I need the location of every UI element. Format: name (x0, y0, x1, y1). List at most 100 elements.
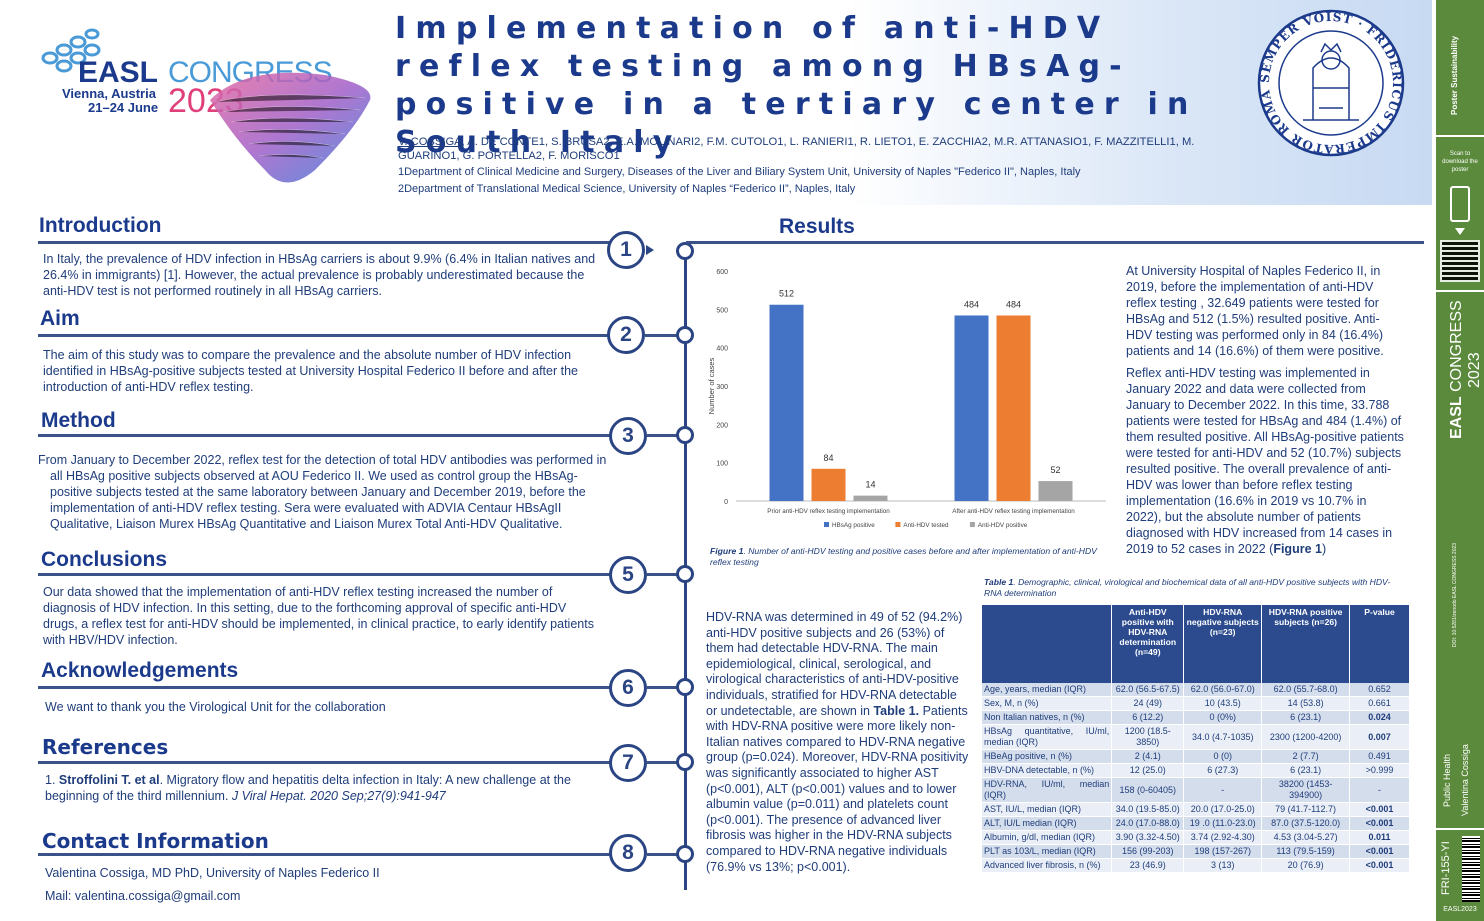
table-cell: 62.0 (56.0-67.0) (1183, 683, 1263, 697)
timeline-dot-5 (676, 565, 694, 583)
table-cell: 19 .0 (11.0-23.0) (1183, 816, 1263, 831)
table-cell: 6 (12.2) (1111, 710, 1185, 725)
table-cell: 0.011 (1349, 830, 1410, 845)
table-cell: Non Italian natives, n (%) (982, 710, 1113, 725)
logo-dates: 21–24 June (88, 100, 159, 115)
conclusions-title: Conclusions (41, 548, 168, 571)
method-rule-2 (647, 434, 677, 437)
figure-caption-label: Figure 1 (710, 546, 744, 556)
table-cell: <0.001 (1349, 816, 1410, 831)
other-authors: , A. DE CONTE1, S. BRUSA2, E.A. MOLINARI… (398, 136, 1195, 162)
acknowledgements-rule (38, 686, 610, 689)
conclusions-rule (38, 573, 610, 576)
table-cell: 87.0 (37.5-120.0) (1261, 816, 1351, 831)
table-cell: 3.74 (2.92-4.30) (1183, 830, 1263, 845)
table-cell: 79 (41.7-112.7) (1261, 802, 1351, 817)
table-row: ALT, IU/L median (IQR) 24.0 (17.0-88.0) 19… (982, 816, 1410, 831)
data-label: 14 (865, 480, 875, 490)
section-number-3: 3 (609, 417, 647, 455)
results-text-bottom: HDV-RNA was determined in 49 of 52 (94.2… (706, 610, 970, 875)
ref-author: Stroffolini T. et al (58, 773, 160, 787)
data-label: 512 (779, 289, 794, 299)
results-paragraph-2: Reflex anti-HDV testing was implemented … (1126, 365, 1404, 557)
table-cell: 62.0 (56.5-67.5) (1111, 683, 1185, 697)
table-cell: 0.491 (1349, 749, 1410, 764)
ref-journal: J Viral Hepat. 2020 Sep;27(9):941-947 (231, 789, 446, 803)
figure-1-ref: Figure 1 (1273, 542, 1322, 556)
table-body: Age, years, median (IQR) 62.0 (56.5-67.5)… (982, 683, 1410, 873)
table-cell: 0.661 (1349, 696, 1410, 711)
data-label: 52 (1050, 465, 1060, 475)
data-label: 484 (964, 299, 979, 309)
table-cell: 2 (4.1) (1111, 749, 1185, 764)
table-cell: <0.001 (1349, 802, 1410, 817)
table-cell: 24.0 (17.0-88.0) (1111, 816, 1185, 831)
table-cell: 3 (13) (1183, 858, 1263, 873)
table-cell: 0.007 (1349, 724, 1410, 750)
table-caption-label: Table 1 (984, 577, 1014, 587)
table-cell: Advanced liver fibrosis, n (%) (982, 858, 1113, 873)
logo-city: Vienna, Austria (62, 86, 156, 101)
table-header-1: Anti-HDV positive with HDV-RNA determina… (1111, 605, 1185, 683)
section-number-7: 7 (609, 744, 647, 782)
table-cell: AST, IU/L, median (IQR) (982, 802, 1113, 817)
sidebar-congress-word: CONGRESS (1448, 300, 1465, 393)
figure-caption-text: . Number of anti-HDV testing and positiv… (710, 546, 1097, 567)
table-cell: 62.0 (55.7-68.0) (1261, 683, 1351, 697)
logo-brand: EASL (78, 56, 159, 89)
table-cell: 20.0 (17.0-25.0) (1183, 802, 1263, 817)
y-axis-label: Number of cases (707, 357, 716, 414)
table-header-0 (982, 605, 1113, 683)
ref-mid: . Migratory flow and hepatitis delta inf… (45, 773, 571, 803)
table-row: Non Italian natives, n (%) 6 (12.2) 0 (0%)… (982, 710, 1410, 725)
molecule-icon (41, 28, 101, 73)
sidebar-top: Poster Sustainability (1450, 35, 1459, 115)
introduction-text: In Italy, the prevalence of HDV infectio… (43, 252, 596, 298)
references-rule-2 (647, 761, 677, 764)
barcode (1462, 836, 1480, 902)
table-row: Advanced liver fibrosis, n (%) 23 (46.9) 3… (982, 858, 1410, 873)
bar (996, 315, 1031, 501)
reference-1: 1. Stroffolini T. et al. Migratory flow … (45, 772, 605, 804)
table-cell: 4.53 (3.04-5.27) (1261, 830, 1351, 845)
y-tick-label: 400 (716, 346, 728, 353)
bar (954, 315, 989, 501)
section-number-6: 6 (609, 669, 647, 707)
down-arrow-icon (1455, 228, 1465, 235)
results-p3-a: HDV-RNA was determined in 49 of 52 (94.2… (706, 610, 963, 718)
arrow-1 (646, 245, 654, 255)
section-number-2: 2 (607, 316, 645, 354)
contact-title: Contact Information (42, 829, 269, 853)
sidebar-year: 2023 (1466, 352, 1483, 388)
table-cell: 34.0 (4.7-1035) (1183, 724, 1263, 750)
references-rule (38, 761, 610, 764)
conclusions-text: Our data showed that the implementation … (43, 585, 594, 647)
table-cell: PLT as 103/L, median (IQR) (982, 844, 1113, 859)
table-cell: Age, years, median (IQR) (982, 683, 1113, 697)
university-seal: SEMPER VOIST · FRIDERICUS IMPERATOR ROMA… (1253, 8, 1405, 157)
timeline-dot-2 (676, 326, 694, 344)
table-row: HBeAg positive, n (%) 2 (4.1) 0 (0) 2 (7.7)… (982, 749, 1410, 764)
table-cell: Sex, M, n (%) (982, 696, 1113, 711)
table-row: HDV-RNA, IU/ml, median (IQR) 158 (0-60405… (982, 777, 1410, 803)
timeline-dot-7 (676, 753, 694, 771)
timeline-dot-6 (676, 678, 694, 696)
data-label: 84 (823, 453, 833, 463)
results-title: Results (779, 215, 855, 238)
timeline-dot-8 (676, 845, 694, 863)
table-cell: 6 (23.1) (1261, 710, 1351, 725)
table-header-2: HDV-RNA negative subjects (n=23) (1183, 605, 1263, 683)
table-cell: 0 (0%) (1183, 710, 1263, 725)
phone-icon (1450, 186, 1470, 222)
table-cell: 3.90 (3.32-4.50) (1111, 830, 1185, 845)
table-header-row: Anti-HDV positive with HDV-RNA determina… (982, 605, 1410, 683)
sidebar-brand: EASL (1448, 396, 1465, 440)
sidebar-category: Public Health (1442, 753, 1452, 807)
table-row: AST, IU/L, median (IQR) 34.0 (19.5-85.0) 2… (982, 802, 1410, 817)
contact-rule (38, 853, 610, 856)
legend-swatch (824, 522, 829, 527)
table-header-4: P-value (1349, 605, 1410, 683)
bar (853, 495, 888, 501)
results-p3-c: Patients with HDV-RNA positive were more… (706, 703, 969, 874)
table-container: Anti-HDV positive with HDV-RNA determina… (982, 605, 1410, 873)
